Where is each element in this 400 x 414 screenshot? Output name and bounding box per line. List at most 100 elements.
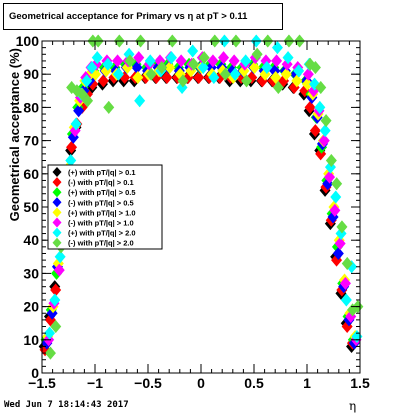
legend-box xyxy=(47,164,163,250)
y-tick-label: 70 xyxy=(23,133,39,149)
data-point xyxy=(241,74,253,88)
data-point xyxy=(339,276,351,290)
x-tick-label: −1 xyxy=(87,375,103,391)
data-point xyxy=(334,237,346,251)
data-point xyxy=(91,51,103,65)
legend-entry: (-) with pT/|q| > 0.1 xyxy=(68,178,134,187)
y-tick-label: 20 xyxy=(23,299,39,315)
data-point xyxy=(187,44,199,58)
data-point xyxy=(332,246,344,260)
legend-entry: (+) with pT/|q| > 0.1 xyxy=(68,168,136,177)
data-point xyxy=(229,67,241,81)
x-tick-label: 1 xyxy=(303,375,311,391)
data-point xyxy=(336,220,348,234)
data-point xyxy=(188,57,200,71)
y-tick-label: 60 xyxy=(23,166,39,182)
data-point xyxy=(341,256,353,270)
data-point xyxy=(208,71,220,85)
legend-marker xyxy=(52,167,62,177)
legend-entry: (+) with pT/|q| > 2.0 xyxy=(68,229,136,238)
data-point xyxy=(302,67,314,81)
y-tick-label: 40 xyxy=(23,232,39,248)
data-point xyxy=(331,177,343,191)
data-point xyxy=(315,80,327,94)
y-tick-label: 10 xyxy=(23,332,39,348)
data-point xyxy=(49,293,61,307)
y-tick-label: 0 xyxy=(31,365,39,381)
data-point xyxy=(97,74,109,88)
data-point xyxy=(280,67,292,81)
data-point xyxy=(270,71,282,85)
legend-marker xyxy=(52,227,62,238)
y-tick-label: 30 xyxy=(23,265,39,281)
data-point xyxy=(272,80,284,94)
y-tick-label: 50 xyxy=(23,199,39,215)
data-point xyxy=(320,114,332,128)
data-point xyxy=(318,134,330,148)
y-tick-label: 90 xyxy=(23,66,39,82)
data-point xyxy=(134,94,146,108)
data-point xyxy=(161,71,173,85)
data-point xyxy=(65,154,77,168)
legend-marker xyxy=(52,197,62,208)
x-axis-label: η xyxy=(349,399,357,413)
legend-marker xyxy=(52,217,62,228)
x-tick-label: −0.5 xyxy=(134,375,162,391)
data-point xyxy=(165,51,177,65)
legend-entry: (-) with pT/|q| > 1.0 xyxy=(68,219,134,228)
data-point xyxy=(86,61,98,75)
legend-marker xyxy=(52,177,62,188)
data-point xyxy=(82,94,94,108)
data-point xyxy=(218,51,230,65)
y-tick-label: 80 xyxy=(23,99,39,115)
x-tick-label: 0 xyxy=(197,375,205,391)
data-point xyxy=(81,74,93,88)
timestamp-footer: Wed Jun 7 18:14:43 2017 xyxy=(4,400,129,410)
data-point xyxy=(50,283,62,297)
data-point xyxy=(271,41,283,55)
data-point xyxy=(70,117,82,131)
data-point xyxy=(44,326,56,340)
data-point xyxy=(251,47,263,61)
data-point xyxy=(66,140,78,154)
data-point xyxy=(309,61,321,75)
data-point xyxy=(304,100,316,114)
data-point xyxy=(175,54,187,68)
data-point xyxy=(103,100,115,114)
data-point xyxy=(50,320,62,334)
x-tick-label: 1.5 xyxy=(350,375,370,391)
data-point xyxy=(309,124,321,138)
data-point xyxy=(145,67,157,81)
data-point xyxy=(248,61,260,75)
data-point xyxy=(197,61,209,75)
data-point xyxy=(132,71,144,85)
legend-entry: (+) with pT/|q| > 0.5 xyxy=(68,188,136,197)
legend-marker xyxy=(52,187,62,198)
data-point xyxy=(291,74,303,88)
legend-marker xyxy=(52,237,62,248)
data-point xyxy=(133,51,145,65)
data-point xyxy=(193,71,205,85)
data-point xyxy=(112,67,124,81)
data-point xyxy=(44,346,56,360)
data-point xyxy=(340,293,352,307)
data-point xyxy=(329,203,341,217)
data-point xyxy=(330,190,342,204)
data-point xyxy=(324,170,336,184)
data-point xyxy=(177,74,189,88)
data-point xyxy=(261,61,273,75)
data-point xyxy=(102,57,114,71)
data-point xyxy=(219,67,231,81)
data-point xyxy=(282,51,294,65)
data-point xyxy=(301,77,313,91)
data-point xyxy=(293,64,305,78)
data-point xyxy=(198,51,210,65)
legend: (+) with pT/|q| > 0.1(-) with pT/|q| > 0… xyxy=(47,164,163,250)
x-tick-label: 0.5 xyxy=(244,375,264,391)
y-axis-label: Geometrical acceptance (%) xyxy=(7,48,22,221)
data-point xyxy=(271,54,283,68)
x-tick-label: −1.5 xyxy=(28,375,56,391)
data-point xyxy=(121,61,133,75)
data-point xyxy=(53,263,65,277)
